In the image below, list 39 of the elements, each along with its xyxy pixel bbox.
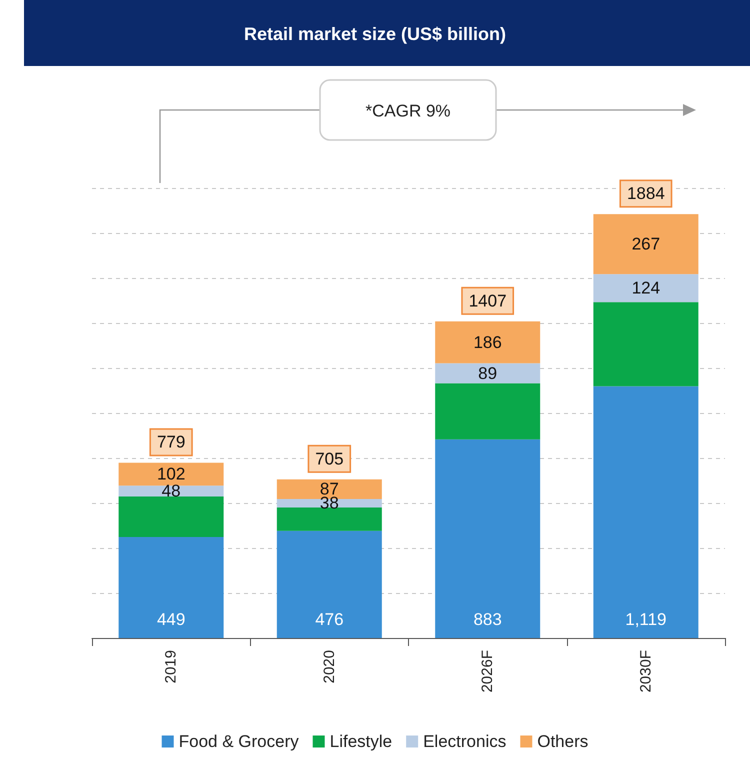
- data-label: 1,119: [625, 610, 667, 629]
- x-tick-label: 2019: [162, 650, 180, 684]
- text: *CAGR 9%: [365, 102, 451, 120]
- bar: [276, 530, 382, 638]
- bar: [435, 363, 540, 384]
- x-tick-label: 2030F: [637, 650, 654, 693]
- data-label: 449: [156, 610, 186, 629]
- data-label: 476: [315, 610, 344, 629]
- data-label: 48: [162, 482, 181, 501]
- total-label: 1407: [468, 291, 507, 310]
- legend-label: Lifestyle: [330, 732, 392, 751]
- bar: [435, 321, 540, 364]
- total-label: 1884: [626, 184, 665, 204]
- data-label: 883: [473, 610, 502, 629]
- data-label: 124: [632, 278, 660, 298]
- bar: [593, 214, 698, 274]
- legend-label: Electronics: [423, 732, 506, 751]
- bar: [593, 302, 698, 386]
- data-label: 186: [473, 332, 502, 352]
- bar: [276, 498, 382, 508]
- total-label: 779: [156, 432, 186, 452]
- legend-label: Food & Grocery: [178, 732, 300, 751]
- chart-title: Retail market size (US$ billion): [244, 24, 506, 44]
- bar: [593, 386, 698, 638]
- data-label: 267: [632, 234, 660, 254]
- data-label: 102: [156, 464, 186, 484]
- total-label: 705: [315, 449, 344, 468]
- x-tick-label: 2020: [320, 650, 338, 684]
- bar: [118, 496, 224, 537]
- x-tick-label: 2026F: [479, 650, 496, 693]
- bar: [118, 486, 224, 496]
- bar: [118, 462, 224, 486]
- bar: [118, 536, 224, 638]
- bar: [435, 383, 540, 440]
- bar: [435, 439, 540, 638]
- data-label: 89: [478, 364, 498, 383]
- bar: [593, 274, 698, 302]
- legend-label: Others: [537, 732, 588, 751]
- bar: [276, 508, 382, 531]
